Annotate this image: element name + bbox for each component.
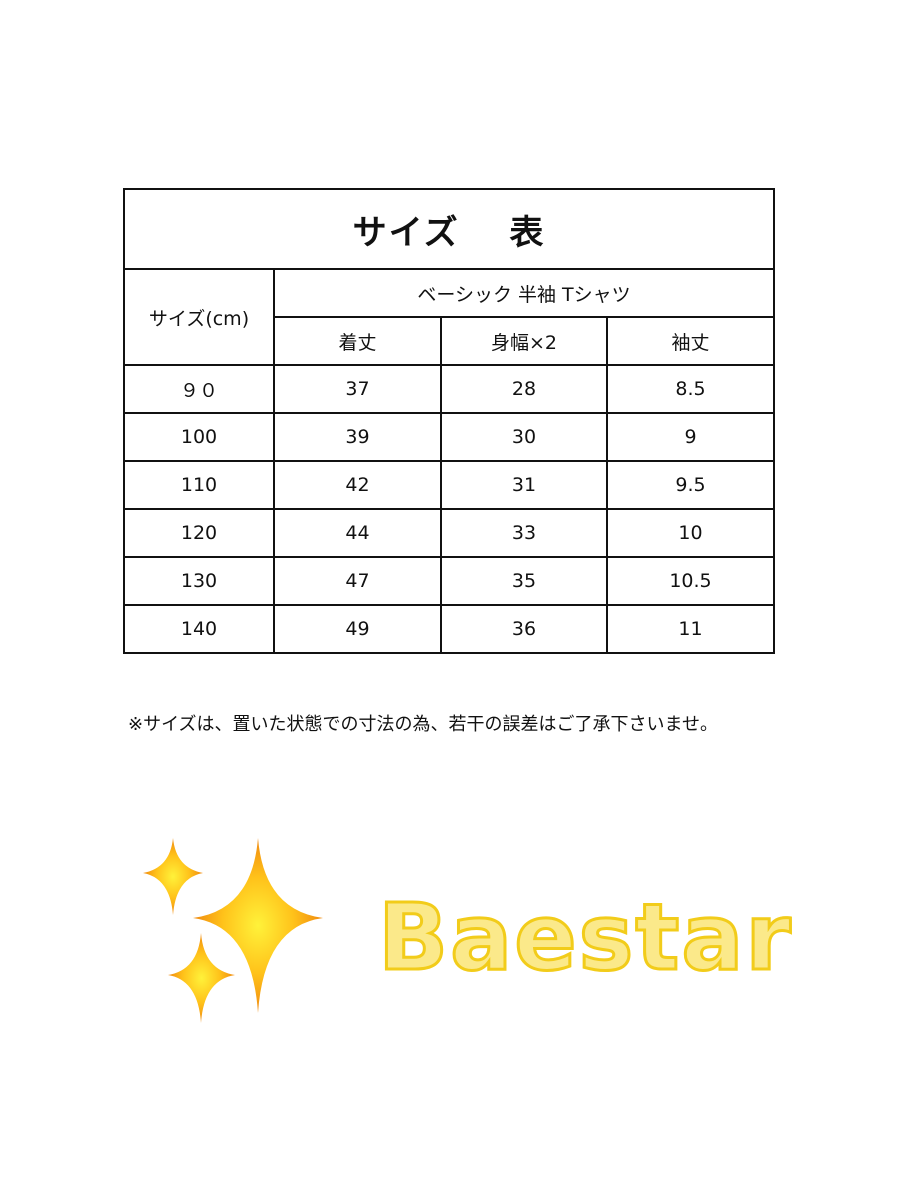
measurement-cell: 42 [273,460,442,510]
size-cell: ９０ [123,364,275,414]
column-header: 身幅×2 [440,316,608,366]
measurement-cell: 8.5 [605,364,776,414]
small-star [143,838,203,915]
measurement-cell: 36 [440,604,608,654]
size-cell: 140 [123,604,275,654]
measurement-cell: 39 [273,412,442,462]
measurement-cell: 30 [440,412,608,462]
size-cell: 120 [123,508,275,558]
measurement-cell: 9.5 [605,460,776,510]
size-cell: 110 [123,460,275,510]
small-star [168,933,235,1023]
measurement-cell: 49 [273,604,442,654]
measurement-cell: 10 [605,508,776,558]
measurement-cell: 44 [273,508,442,558]
size-cell: 130 [123,556,275,606]
table-row: ９０ 37 28 8.5 [123,364,776,414]
column-header: 着丈 [273,316,442,366]
large-star [193,838,323,1013]
size-note: ※サイズは、置いた状態での寸法の為、若干の誤差はご了承下さいませ。 [128,714,718,735]
size-table: サイズ 表 サイズ(cm) ベーシック 半袖 Tシャツ 着丈 身幅×2 袖丈 ９… [122,188,776,654]
sparkles-icon [143,838,323,1023]
column-header: 袖丈 [605,316,776,366]
table-row: 120 44 33 10 [123,508,776,558]
table-row: 100 39 30 9 [123,412,776,462]
measurement-cell: 28 [440,364,608,414]
size-cell: 100 [123,412,275,462]
brand-logo: Baestar [377,884,793,991]
table-row: 110 42 31 9.5 [123,460,776,510]
measurement-cell: 33 [440,508,608,558]
measurement-cell: 11 [605,604,776,654]
table-row: 140 49 36 11 [123,604,776,654]
product-header: ベーシック 半袖 Tシャツ [272,268,776,318]
size-header: サイズ(cm) [123,268,275,366]
measurement-cell: 35 [440,556,608,606]
measurement-cell: 37 [273,364,442,414]
measurement-cell: 10.5 [605,556,776,606]
measurement-cell: 47 [273,556,442,606]
table-row: 130 47 35 10.5 [123,556,776,606]
measurement-cell: 31 [440,460,608,510]
measurement-cell: 9 [605,412,776,462]
table-title: サイズ 表 [122,188,776,270]
